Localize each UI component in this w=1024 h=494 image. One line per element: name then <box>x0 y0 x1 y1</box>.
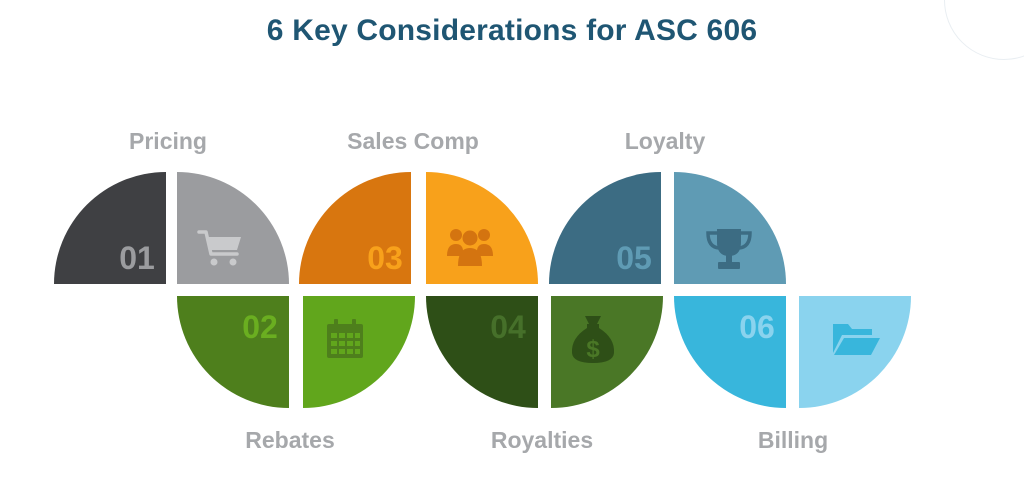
number-05: 05 <box>616 240 652 276</box>
calendar-icon <box>327 319 363 358</box>
quarter-04-dark <box>426 296 538 408</box>
people-icon <box>447 229 493 266</box>
number-04: 04 <box>490 309 526 345</box>
number-06: 06 <box>739 309 775 345</box>
label-sales-comp: Sales Comp <box>347 128 479 154</box>
quarter-05-dark <box>549 172 661 284</box>
number-03: 03 <box>367 240 403 276</box>
label-pricing: Pricing <box>129 128 207 154</box>
quarter-01-dark <box>54 172 166 284</box>
quarter-05-light <box>674 172 786 284</box>
quarter-02-dark <box>177 296 289 408</box>
trophy-icon <box>706 229 752 269</box>
quarter-03-dark <box>299 172 411 284</box>
label-billing: Billing <box>757 427 829 453</box>
svg-text:$: $ <box>586 336 600 363</box>
money-bag-icon: $ <box>571 316 615 363</box>
cart-icon <box>197 230 241 266</box>
number-02: 02 <box>242 309 278 345</box>
number-01: 01 <box>119 240 155 276</box>
label-royalties: Royalties <box>490 427 594 453</box>
label-loyalty: Loyalty <box>624 128 706 154</box>
quarter-01-light <box>177 172 289 284</box>
label-rebates: Rebates <box>245 427 335 453</box>
quarter-06-dark <box>674 296 786 408</box>
page-title: 6 Key Considerations for ASC 606 <box>266 14 758 47</box>
folder-icon <box>833 324 880 355</box>
